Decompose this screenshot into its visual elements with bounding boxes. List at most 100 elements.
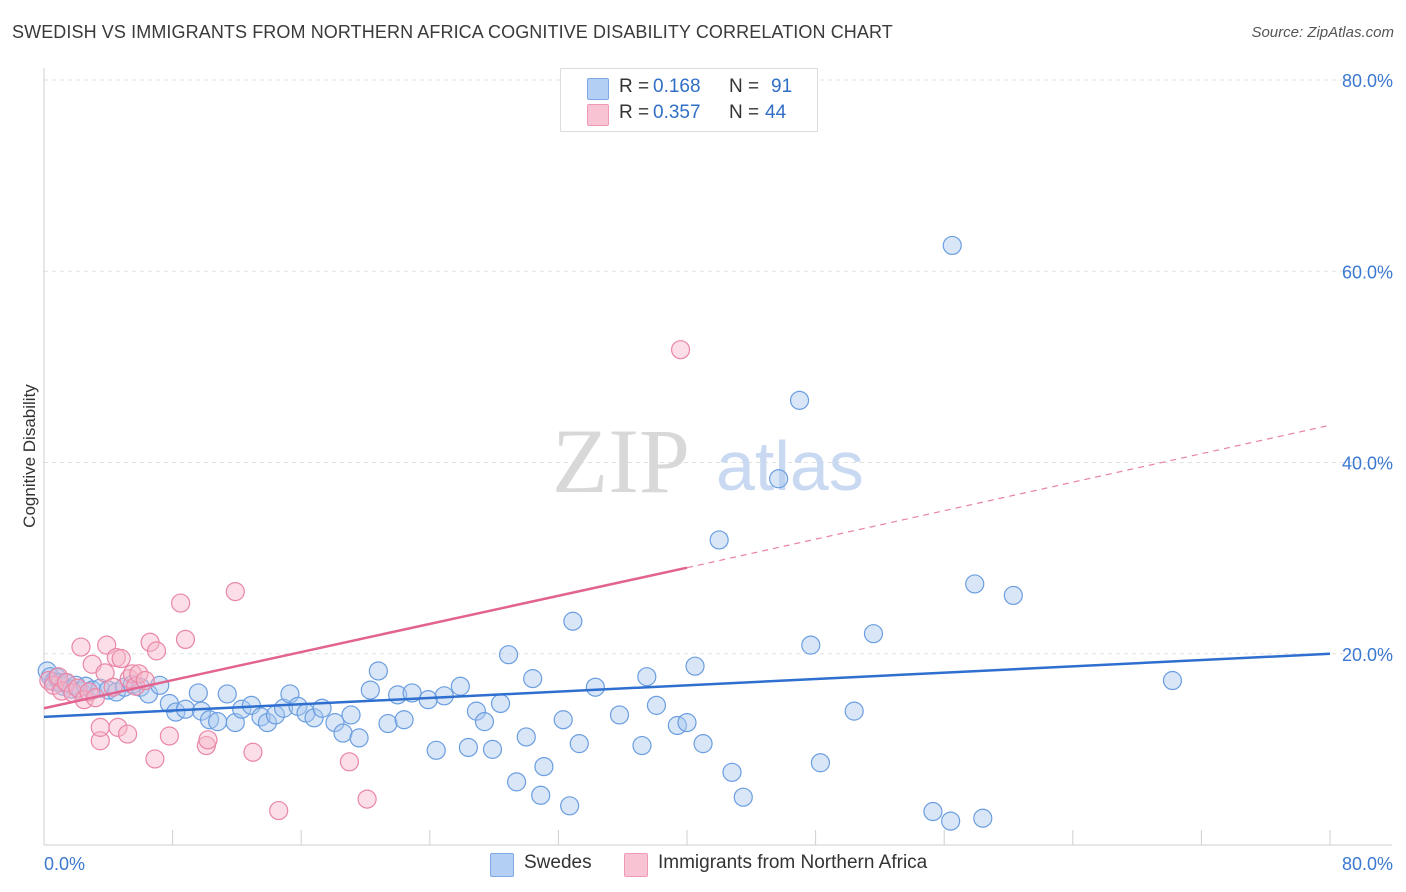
swedes-point [609, 705, 630, 725]
immigrants-point [225, 581, 245, 602]
swedes-point [844, 701, 864, 721]
immigrants-point [339, 752, 360, 772]
swedes-point [563, 611, 583, 631]
watermark: ZIP atlas [552, 410, 864, 512]
r-value: 0.357 [653, 102, 701, 123]
swedes-point [646, 695, 667, 715]
swedes-point [531, 785, 551, 805]
trend-lines [43, 424, 1331, 719]
swedes-point [863, 624, 884, 644]
swedes-point [418, 690, 438, 710]
swedes-point [523, 669, 543, 689]
swedes-point [341, 705, 361, 725]
swedes-point [458, 737, 478, 758]
swedes-point [490, 693, 511, 714]
y-tick-label: 20.0% [1342, 645, 1393, 665]
immigrants-point [108, 717, 128, 737]
axes [43, 68, 1392, 846]
swedes-point [368, 661, 388, 681]
r-value: 0.168 [653, 76, 701, 97]
immigrants-point [198, 730, 218, 750]
source-credit: Source: ZipAtlas.com [1251, 24, 1394, 41]
swedes-point [973, 808, 993, 828]
immigrants-point [56, 672, 77, 693]
immigrants-point [111, 648, 131, 669]
chart-title: SWEDISH VS IMMIGRANTS FROM NORTHERN AFRI… [12, 22, 893, 42]
swedes-point [482, 739, 503, 759]
swedes-point [257, 712, 278, 733]
swedes-point [288, 696, 308, 716]
swedes-point [466, 701, 487, 721]
y-tick-label: 60.0% [1342, 262, 1393, 282]
swedes-point [941, 811, 961, 831]
swedes-point [450, 676, 470, 696]
swedes-point [37, 661, 57, 681]
n-value: 91 [771, 76, 793, 97]
swedes-point [693, 734, 713, 754]
y-tick-label: 40.0% [1342, 454, 1393, 474]
x-tick-label-min: 0.0% [44, 854, 85, 874]
swedes-point [1162, 670, 1183, 691]
stats-legend: R = 0.168 N = 91 R = 0.357 N = 44 [560, 68, 818, 132]
swedes-point [426, 740, 446, 760]
immigrants-point [269, 800, 289, 821]
immigrants-point [68, 678, 88, 698]
swedes-point [810, 753, 831, 773]
immigrants-point [171, 593, 191, 613]
swedes-point [507, 772, 527, 792]
swedes-point [474, 712, 495, 732]
swedes-point [942, 235, 962, 256]
swedes-point [208, 712, 228, 732]
watermark-atlas: atlas [716, 427, 864, 505]
swedes-swatch [587, 78, 609, 100]
swedes-point [188, 683, 208, 703]
immigrants-point [71, 637, 91, 657]
swedes-point [709, 530, 729, 550]
n-label: N = [729, 102, 760, 123]
immigrants-point [159, 726, 179, 746]
immigrants-point [145, 749, 165, 769]
n-label: N = [729, 76, 760, 97]
swedes-point [722, 762, 742, 782]
swedes-point [923, 801, 943, 822]
swedes-point [1003, 585, 1023, 606]
axis-labels: 20.0% 40.0% 60.0% 80.0% 0.0% 80.0% Cognitive D… [20, 71, 1393, 874]
swedes-legend-swatch [490, 853, 514, 877]
swedes-point [333, 723, 353, 743]
swedes-point [632, 735, 652, 756]
swedes-point [325, 712, 345, 733]
swedes-point [394, 710, 414, 730]
immigrants-legend-label: Immigrants from Northern Africa [658, 852, 928, 873]
swedes-point [801, 635, 821, 655]
swedes-point [769, 469, 789, 489]
swedes-trend-line [43, 652, 1331, 719]
swedes-point [789, 390, 810, 410]
watermark-zip: ZIP [552, 410, 690, 512]
data-points [37, 235, 1183, 831]
immigrants-legend-swatch [624, 853, 648, 877]
immigrants-point [670, 340, 691, 360]
x-tick-label-max: 80.0% [1342, 854, 1393, 874]
swedes-point [637, 667, 657, 687]
swedes-point [232, 699, 252, 719]
swedes-point [217, 684, 237, 704]
swedes-point [733, 787, 753, 807]
r-label: R = [619, 102, 650, 123]
y-tick-label: 80.0% [1342, 71, 1393, 91]
swedes-point [534, 756, 554, 777]
swedes-point [304, 708, 324, 728]
swedes-point [560, 796, 580, 816]
swedes-point [360, 680, 380, 700]
swedes-point [677, 712, 697, 733]
immigrants-swatch [587, 104, 609, 126]
swedes-point [378, 713, 398, 734]
swedes-point [498, 645, 519, 665]
immigrants-point [95, 663, 115, 683]
immigrants-trend-line [43, 566, 688, 710]
swedes-point [585, 677, 605, 697]
r-label: R = [619, 76, 650, 97]
swedes-point [569, 734, 589, 754]
immigrants-point [357, 789, 377, 809]
grid-lines [44, 79, 1392, 655]
